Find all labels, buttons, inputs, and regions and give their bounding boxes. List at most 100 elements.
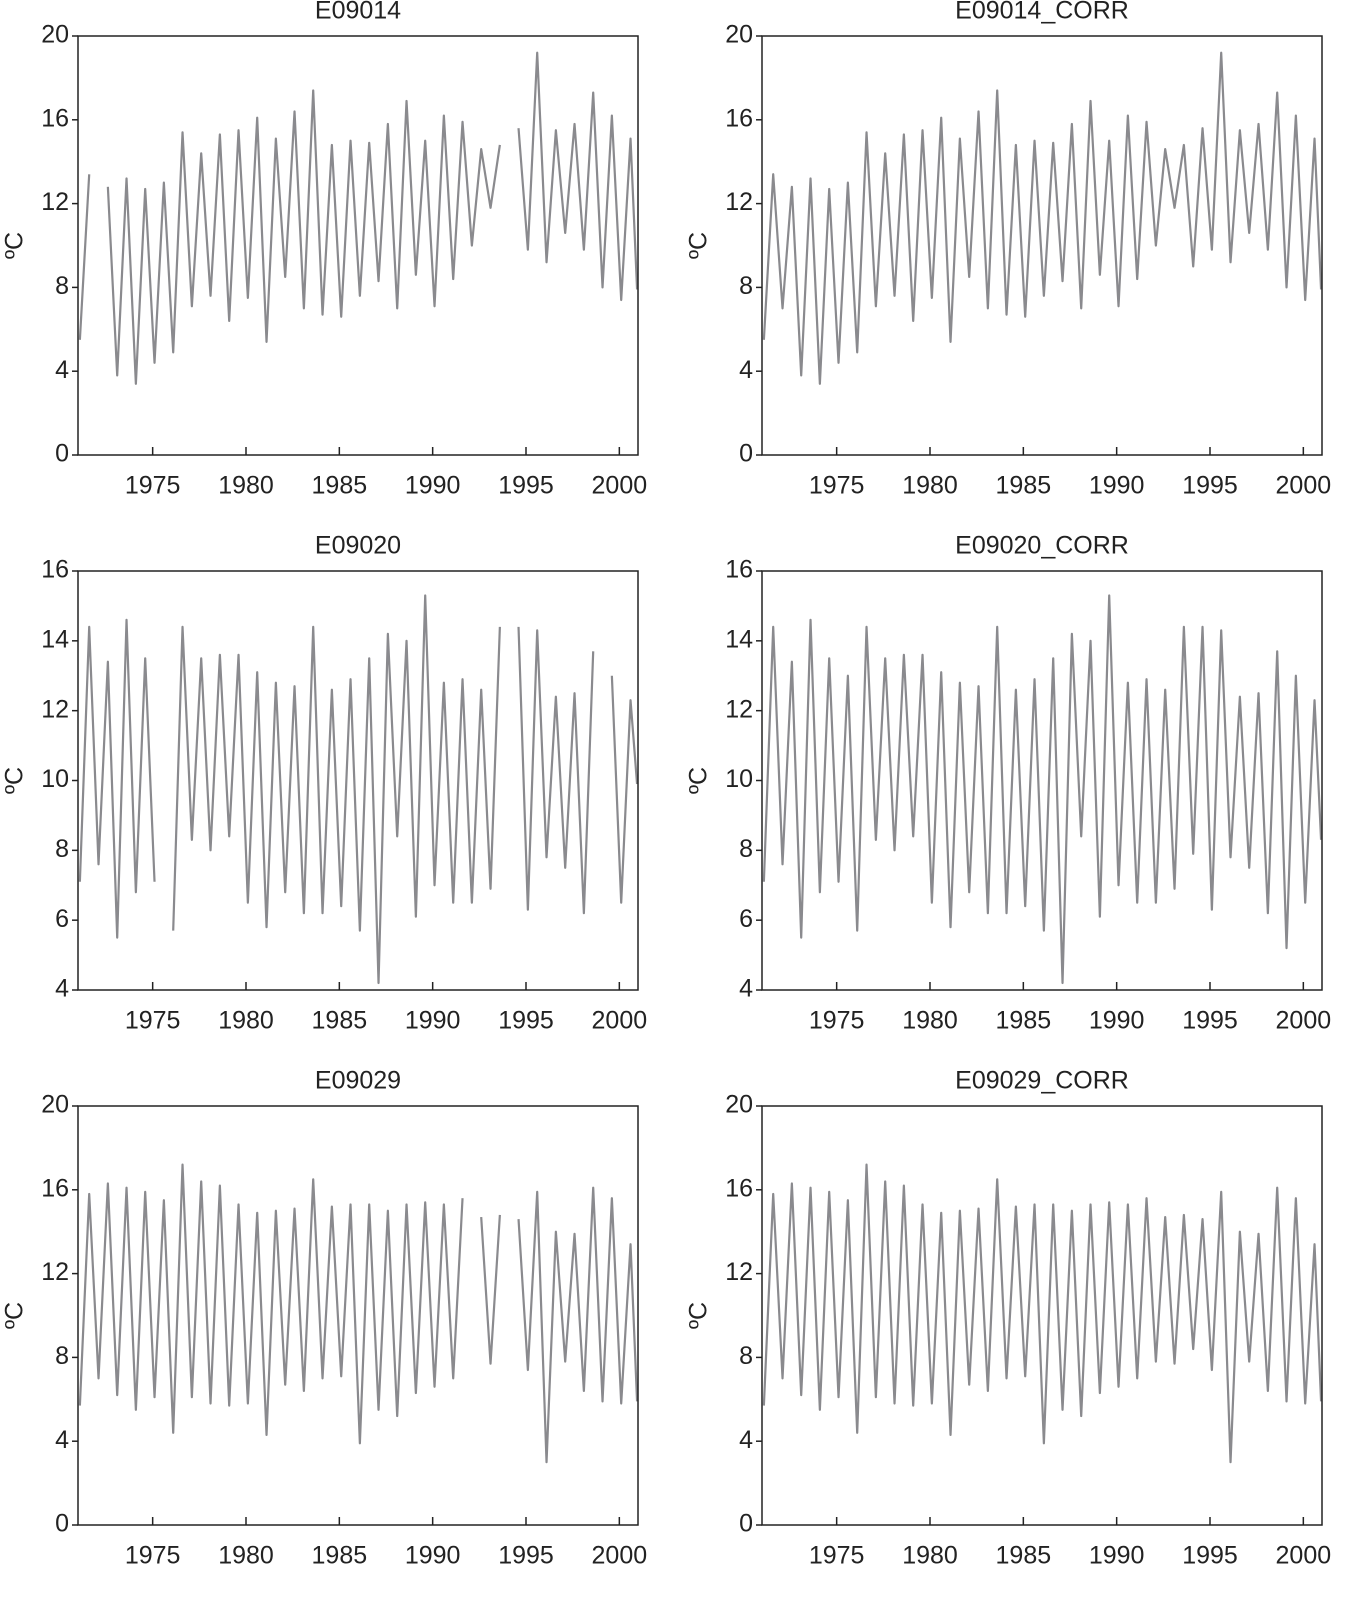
y-tick-label: 8 [55, 272, 69, 300]
y-axis-label: ºC [685, 232, 713, 259]
y-tick-label: 12 [41, 188, 69, 216]
data-line [762, 594, 1323, 985]
y-tick-label: 12 [725, 695, 753, 723]
x-tick-label: 1975 [809, 472, 865, 500]
x-tick-label: 2000 [592, 1007, 648, 1035]
x-tick-label: 1980 [902, 1542, 958, 1570]
x-tick-label: 1995 [498, 1542, 554, 1570]
plot-frame [77, 570, 639, 991]
y-tick-label: 6 [739, 905, 753, 933]
x-tick-label: 1980 [218, 1007, 274, 1035]
plot-frame [761, 1105, 1323, 1526]
y-tick-label: 14 [41, 625, 69, 653]
y-tick-label: 8 [55, 1342, 69, 1370]
y-tick-label: 16 [725, 104, 753, 132]
data-line [78, 51, 639, 385]
y-axis-label: ºC [1, 1302, 29, 1329]
y-tick-label: 16 [725, 1174, 753, 1202]
chart-title: E09020_CORR [955, 532, 1129, 560]
plot-frame [761, 35, 1323, 456]
data-line [762, 1163, 1323, 1464]
chart-title: E09029 [315, 1067, 401, 1095]
y-tick-label: 8 [739, 272, 753, 300]
chart-title: E09020 [315, 532, 401, 560]
y-tick-label: 10 [41, 765, 69, 793]
y-tick-label: 4 [55, 356, 69, 384]
y-tick-label: 0 [739, 1510, 753, 1538]
x-tick-label: 2000 [1276, 1007, 1332, 1035]
x-tick-label: 1980 [218, 1542, 274, 1570]
x-tick-label: 2000 [1276, 1542, 1332, 1570]
y-tick-label: 4 [739, 975, 753, 1003]
x-tick-label: 2000 [592, 472, 648, 500]
data-line [78, 1163, 639, 1464]
y-tick-label: 4 [55, 1426, 69, 1454]
x-tick-label: 1990 [405, 1542, 461, 1570]
x-tick-label: 1985 [312, 472, 368, 500]
y-tick-label: 0 [739, 440, 753, 468]
data-line [762, 51, 1323, 385]
y-tick-label: 10 [725, 765, 753, 793]
y-tick-label: 20 [41, 1091, 69, 1119]
x-tick-label: 2000 [592, 1542, 648, 1570]
plot-frame [77, 35, 639, 456]
x-tick-label: 1975 [125, 1007, 181, 1035]
y-tick-label: 20 [41, 21, 69, 49]
x-tick-label: 1975 [809, 1007, 865, 1035]
y-tick-label: 4 [55, 975, 69, 1003]
x-tick-label: 1995 [498, 472, 554, 500]
y-tick-label: 0 [55, 440, 69, 468]
x-tick-label: 1995 [1182, 1007, 1238, 1035]
y-tick-label: 16 [41, 556, 69, 584]
chart-title: E09014_CORR [955, 0, 1129, 25]
chart-title: E09029_CORR [955, 1067, 1129, 1095]
y-tick-label: 16 [41, 104, 69, 132]
y-axis-label: ºC [1, 767, 29, 794]
x-tick-label: 1975 [125, 472, 181, 500]
y-tick-label: 16 [41, 1174, 69, 1202]
x-tick-label: 1990 [405, 472, 461, 500]
x-tick-label: 1990 [1089, 472, 1145, 500]
y-tick-label: 12 [725, 188, 753, 216]
y-tick-label: 20 [725, 1091, 753, 1119]
y-tick-label: 0 [55, 1510, 69, 1538]
plot-frame [761, 570, 1323, 991]
x-tick-label: 1985 [312, 1542, 368, 1570]
y-axis-label: ºC [685, 1302, 713, 1329]
y-tick-label: 14 [725, 625, 753, 653]
y-axis-label: ºC [1, 232, 29, 259]
x-tick-label: 1975 [125, 1542, 181, 1570]
x-tick-label: 1980 [902, 472, 958, 500]
x-tick-label: 1985 [996, 1542, 1052, 1570]
x-tick-label: 1985 [312, 1007, 368, 1035]
y-tick-label: 16 [725, 556, 753, 584]
y-tick-label: 12 [41, 1258, 69, 1286]
x-tick-label: 1990 [405, 1007, 461, 1035]
x-tick-label: 1975 [809, 1542, 865, 1570]
y-tick-label: 8 [739, 1342, 753, 1370]
x-tick-label: 1980 [218, 472, 274, 500]
y-tick-label: 12 [725, 1258, 753, 1286]
x-tick-label: 1990 [1089, 1542, 1145, 1570]
x-tick-label: 1985 [996, 472, 1052, 500]
x-tick-label: 1990 [1089, 1007, 1145, 1035]
x-tick-label: 1985 [996, 1007, 1052, 1035]
plot-frame [77, 1105, 639, 1526]
y-tick-label: 4 [739, 356, 753, 384]
x-tick-label: 1995 [1182, 1542, 1238, 1570]
y-tick-label: 4 [739, 1426, 753, 1454]
y-tick-label: 8 [55, 835, 69, 863]
y-tick-label: 6 [55, 905, 69, 933]
y-tick-label: 12 [41, 695, 69, 723]
data-line [78, 594, 639, 985]
x-tick-label: 1980 [902, 1007, 958, 1035]
y-tick-label: 20 [725, 21, 753, 49]
y-axis-label: ºC [685, 767, 713, 794]
x-tick-label: 1995 [498, 1007, 554, 1035]
y-tick-label: 8 [739, 835, 753, 863]
x-tick-label: 2000 [1276, 472, 1332, 500]
chart-title: E09014 [315, 0, 401, 25]
x-tick-label: 1995 [1182, 472, 1238, 500]
